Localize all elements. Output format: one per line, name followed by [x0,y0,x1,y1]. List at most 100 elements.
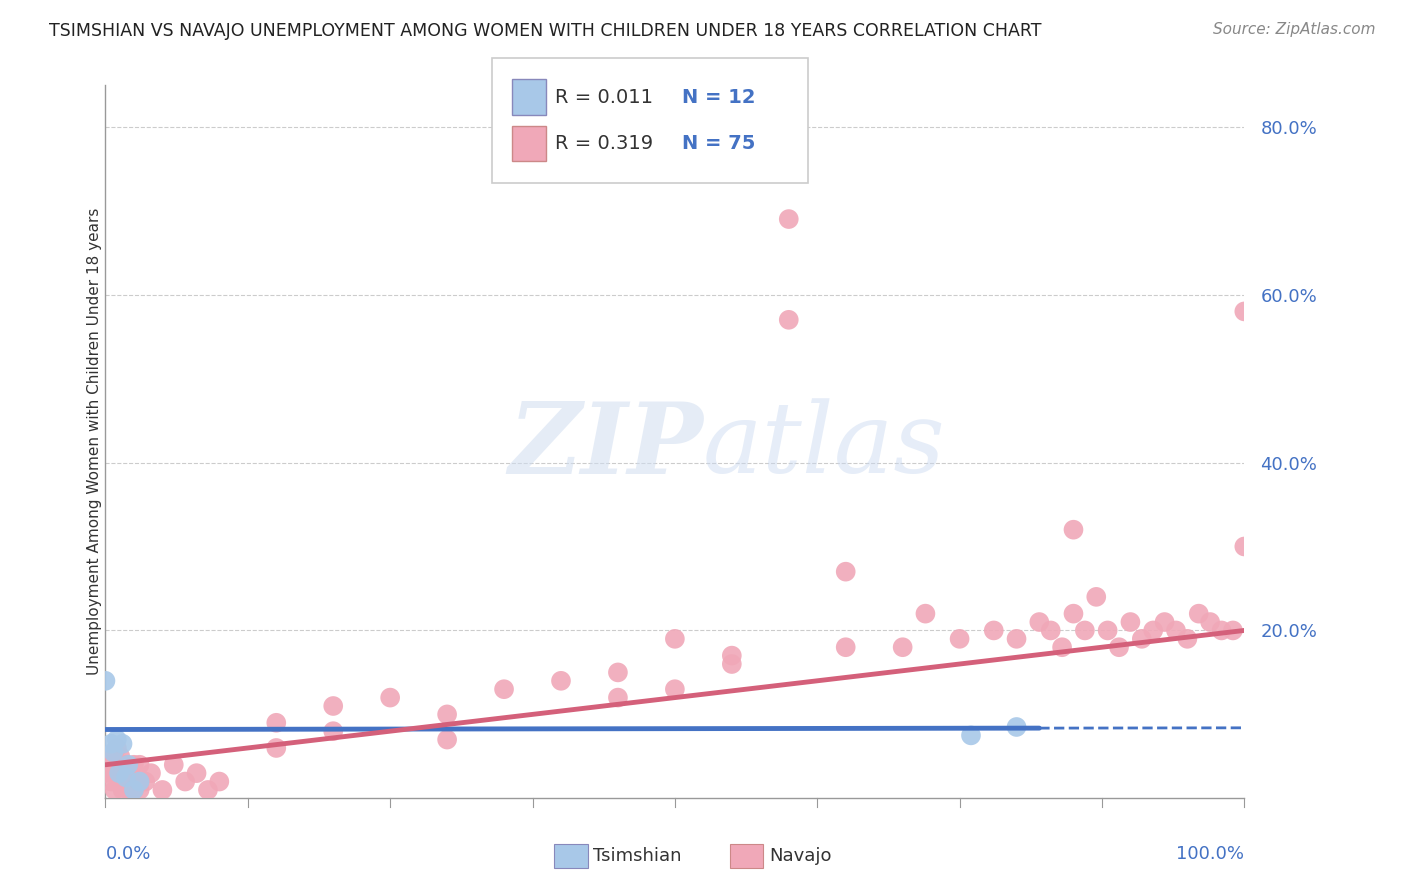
Point [664,632,686,646]
Point [117,766,139,780]
Point [174,774,197,789]
Point [492,682,515,697]
Point [835,640,858,655]
Point [94,766,117,780]
Point [110,749,132,764]
Point [1062,607,1084,621]
Point [1119,615,1142,629]
Point [103,745,125,759]
Point [1097,624,1119,638]
Point [778,313,800,327]
Point [607,665,630,680]
Point [1211,624,1233,638]
Point [721,657,744,671]
Point [105,741,128,756]
Point [97,757,120,772]
Text: N = 12: N = 12 [682,87,755,107]
Point [152,783,174,797]
Point [1142,624,1164,638]
Point [108,774,131,789]
Point [115,770,138,784]
Point [117,783,139,797]
Point [378,690,402,705]
Point [115,757,138,772]
Text: Source: ZipAtlas.com: Source: ZipAtlas.com [1212,22,1375,37]
Point [103,783,125,797]
Point [100,737,122,751]
Point [100,774,122,789]
Point [134,774,156,789]
Point [1028,615,1050,629]
Point [1222,624,1244,638]
Point [111,766,134,780]
Text: ZIP: ZIP [508,398,703,494]
Point [114,774,136,789]
Point [1233,304,1256,318]
Point [108,766,131,780]
Point [778,212,800,227]
Point [960,728,983,742]
Y-axis label: Unemployment Among Women with Children Under 18 years: Unemployment Among Women with Children U… [87,208,101,675]
Point [111,783,134,797]
Point [122,757,145,772]
Point [1188,607,1211,621]
Text: Navajo: Navajo [769,847,831,865]
Point [186,766,208,780]
Text: R = 0.011: R = 0.011 [555,87,654,107]
Point [111,737,134,751]
Point [322,698,344,713]
Text: R = 0.319: R = 0.319 [555,134,654,153]
Point [550,673,572,688]
Point [105,757,128,772]
Point [1164,624,1187,638]
Point [1130,632,1153,646]
Text: TSIMSHIAN VS NAVAJO UNEMPLOYMENT AMONG WOMEN WITH CHILDREN UNDER 18 YEARS CORREL: TSIMSHIAN VS NAVAJO UNEMPLOYMENT AMONG W… [49,22,1042,40]
Point [1085,590,1108,604]
Point [122,783,145,797]
Point [128,783,150,797]
Point [1050,640,1073,655]
Text: Tsimshian: Tsimshian [593,847,682,865]
Point [1039,624,1062,638]
Point [264,741,288,756]
Point [1005,720,1028,734]
Point [1199,615,1222,629]
Point [1005,632,1028,646]
Point [1074,624,1097,638]
Point [103,766,125,780]
Point [94,673,117,688]
Point [436,732,458,747]
Point [983,624,1005,638]
Point [264,715,288,730]
Point [1153,615,1175,629]
Point [914,607,936,621]
Point [664,682,686,697]
Text: atlas: atlas [703,399,946,493]
Point [128,774,150,789]
Point [128,757,150,772]
Point [117,757,139,772]
Point [94,749,117,764]
Point [322,724,344,739]
Point [163,757,186,772]
Text: N = 75: N = 75 [682,134,755,153]
Point [1233,540,1256,554]
Point [120,774,142,789]
Text: 100.0%: 100.0% [1177,845,1244,863]
Point [436,707,458,722]
Point [128,774,150,789]
Point [139,766,162,780]
Point [208,774,231,789]
Point [607,690,630,705]
Point [835,565,858,579]
Point [197,783,219,797]
Point [1108,640,1130,655]
Point [949,632,972,646]
Text: 0.0%: 0.0% [105,845,150,863]
Point [721,648,744,663]
Point [891,640,914,655]
Point [122,783,145,797]
Point [1175,632,1198,646]
Point [1062,523,1084,537]
Point [105,732,128,747]
